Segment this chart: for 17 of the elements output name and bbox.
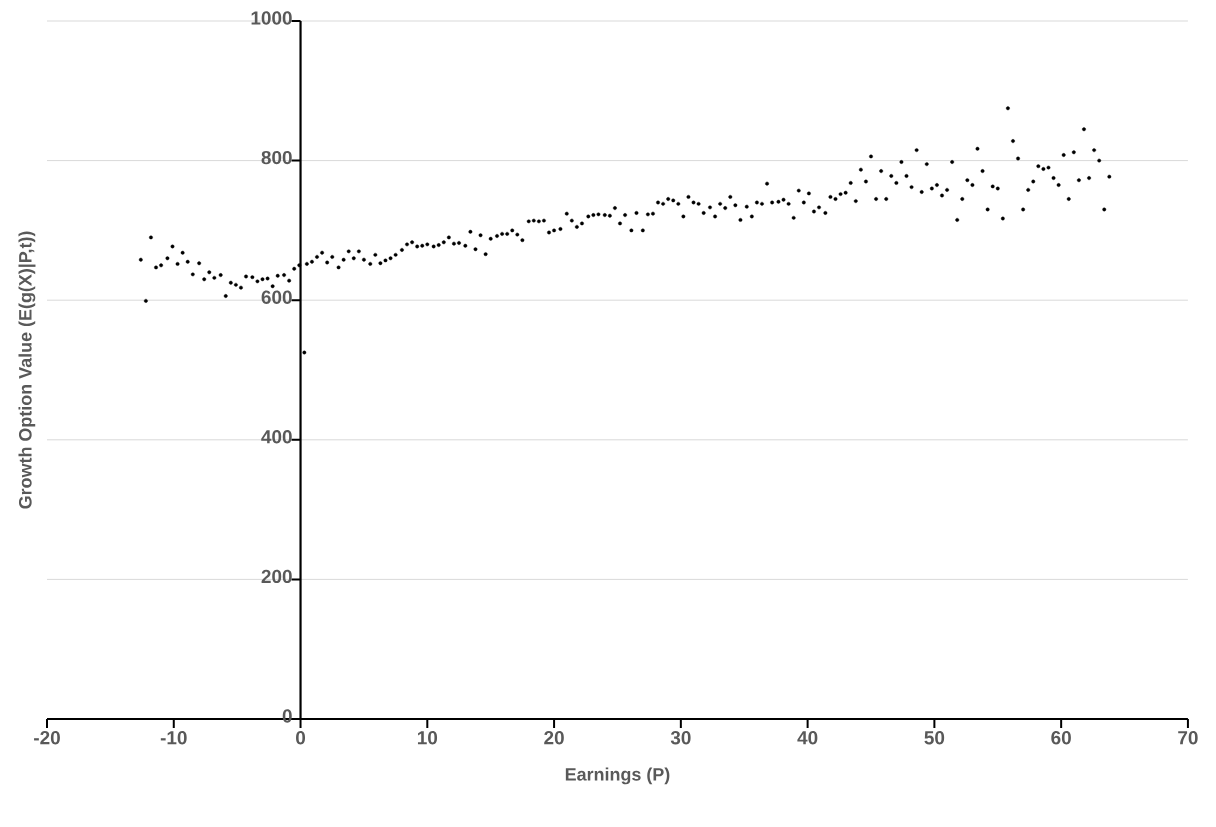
x-axis-title: Earnings (P) (565, 767, 670, 785)
y-tick-label: 400 (261, 430, 292, 444)
x-tick-label: 50 (924, 731, 945, 745)
x-tick-label: 60 (1051, 731, 1071, 745)
y-axis-title: Growth Option Value (E(g(X)|P,t)) (18, 231, 36, 509)
x-tick-label: 0 (296, 731, 306, 745)
x-tick-label: -20 (34, 731, 60, 745)
x-tick-label: 70 (1178, 731, 1198, 745)
x-tick-label: 30 (670, 731, 691, 745)
x-tick-label: -10 (160, 731, 187, 745)
y-tick-label: 1000 (251, 11, 292, 25)
y-tick-label: 800 (261, 150, 292, 165)
x-tick-label: 10 (417, 731, 438, 745)
x-tick-label: 40 (797, 731, 818, 745)
y-tick-label: 200 (261, 569, 292, 584)
x-tick-label: 20 (544, 731, 564, 745)
y-tick-label: 600 (261, 290, 292, 304)
